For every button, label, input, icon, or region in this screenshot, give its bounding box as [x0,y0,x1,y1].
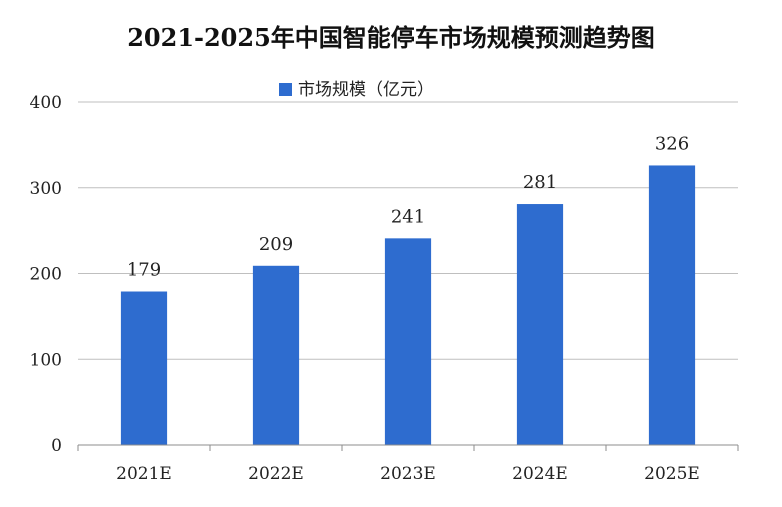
x-tick-label: 2021E [116,464,172,484]
legend-label: 市场规模（亿元） [298,80,434,100]
data-label: 209 [259,234,293,255]
bar-2023E [384,238,432,445]
data-label: 281 [523,172,557,193]
bar-2021E [120,291,168,445]
x-tick-label: 2024E [512,464,568,484]
y-tick-label: 100 [30,350,62,370]
data-label: 241 [391,206,425,227]
y-tick-label: 200 [30,265,62,285]
x-tick-label: 2025E [644,464,700,484]
bar-2022E [252,265,300,445]
bars: 179 209 241 281 326 [120,133,696,445]
bar-2025E [648,165,696,445]
y-tick-label: 400 [30,93,62,113]
x-tick-label: 2022E [248,464,304,484]
x-tick-label: 2023E [380,464,436,484]
bar-2024E [516,204,564,445]
y-tick-label: 0 [51,436,62,456]
y-axis: 0 100 200 300 400 [30,93,62,456]
data-label: 326 [655,133,689,154]
data-label: 179 [127,260,161,281]
legend: 市场规模（亿元） [279,80,434,100]
legend-swatch [279,83,292,96]
y-tick-label: 300 [30,179,62,199]
x-axis: 2021E 2022E 2023E 2024E 2025E [77,444,739,484]
chart-title: 2021-2025年中国智能停车市场规模预测趋势图 [127,23,655,52]
